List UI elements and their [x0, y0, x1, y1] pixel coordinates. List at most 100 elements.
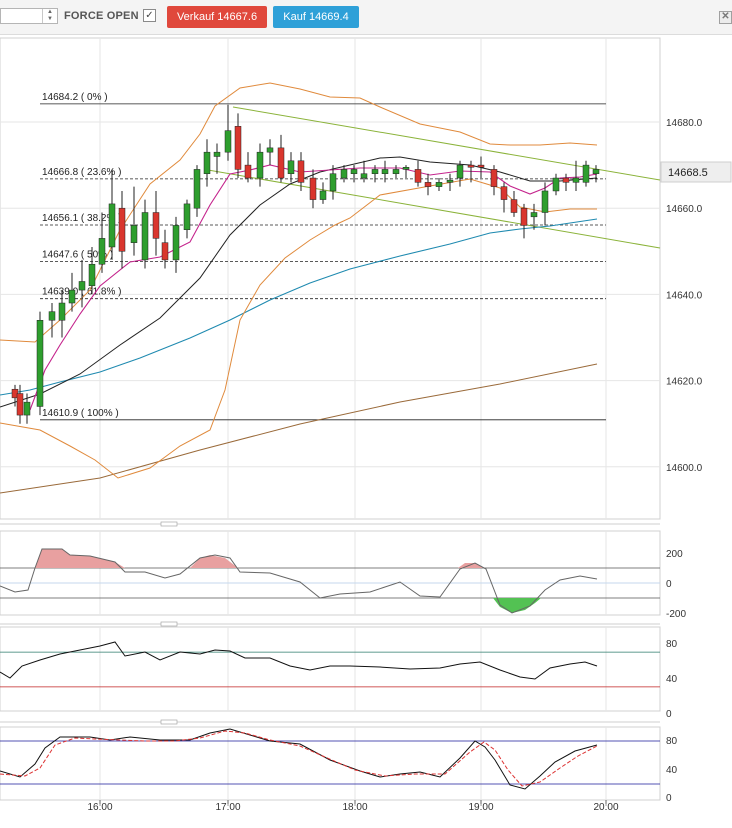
candle-32: [340, 169, 348, 179]
candle-19: [203, 151, 211, 174]
candle-44: [467, 164, 475, 168]
candle-3: [36, 320, 44, 407]
fib-label-2: 14656.1 ( 38.2% ): [42, 213, 122, 224]
candle-29: [309, 177, 317, 200]
ma-slow-line: [0, 363, 598, 494]
rsi-tick-2: 0: [666, 709, 672, 720]
stoch-tick-0: 80: [666, 736, 678, 747]
stoch-k-line: [0, 728, 598, 790]
candle-41: [435, 182, 443, 187]
candle-6: [68, 289, 76, 304]
candle-9: [98, 238, 106, 265]
candle-30: [319, 190, 327, 200]
chart-panel-3: [0, 726, 661, 801]
fib-label-0: 14684.2 ( 0% ): [42, 92, 108, 103]
fib-label-1: 14666.8 ( 23.6% ): [42, 167, 122, 178]
candle-1: [16, 393, 24, 416]
candle-55: [582, 164, 590, 183]
chart-panel-0: [0, 37, 661, 520]
chart-panel-2: [0, 626, 661, 712]
candle-14: [152, 212, 160, 239]
cci-overbought-area-1: [35, 549, 125, 568]
candle-42: [446, 179, 454, 183]
splitter-handle-icon-1: [160, 621, 178, 627]
cci-oversold-area: [493, 598, 541, 613]
candle-20: [213, 151, 221, 157]
stoch-tick-1: 40: [666, 765, 678, 776]
candle-46: [490, 169, 498, 187]
candle-23: [244, 164, 252, 179]
candle-31: [329, 173, 337, 192]
candle-17: [183, 203, 191, 230]
price-tick-3: 14660.0: [666, 204, 703, 215]
candle-16: [172, 225, 180, 261]
candle-22: [234, 126, 242, 170]
candle-35: [371, 169, 379, 174]
candle-2: [23, 401, 31, 416]
candle-27: [287, 160, 295, 174]
candle-39: [414, 169, 422, 183]
buy-button[interactable]: Kauf 14669.4: [273, 6, 359, 28]
current-price-tag: [660, 161, 732, 183]
candle-11: [118, 207, 126, 252]
sell-button[interactable]: Verkauf 14667.6: [167, 6, 267, 28]
candle-18: [193, 169, 201, 209]
time-tick-2: 18:00: [342, 802, 367, 813]
candle-13: [141, 212, 149, 261]
candle-51: [541, 190, 549, 213]
cci-tick-1: 0: [666, 579, 672, 590]
candle-40: [424, 182, 432, 187]
candle-43: [456, 164, 464, 179]
candle-21: [224, 130, 232, 153]
candle-49: [520, 207, 528, 226]
candle-4: [48, 311, 56, 321]
time-tick-1: 17:00: [215, 802, 240, 813]
time-tick-4: 20:00: [593, 802, 618, 813]
candle-26: [277, 147, 285, 179]
stoch-tick-2: 0: [666, 793, 672, 804]
force-open-label: FORCE OPEN: [64, 10, 139, 22]
price-tick-4: 14680.0: [666, 118, 703, 129]
splitter-handle-icon-0: [160, 521, 178, 527]
cci-tick-2: -200: [666, 609, 686, 620]
candle-48: [510, 199, 518, 213]
rsi-tick-0: 80: [666, 639, 678, 650]
candle-28: [297, 160, 305, 183]
trend-channel-lower: [207, 169, 661, 249]
candle-15: [161, 242, 169, 261]
price-tick-1: 14620.0: [666, 377, 703, 388]
candle-52: [552, 177, 560, 192]
candle-25: [266, 147, 274, 153]
trading-toolbar: ▲ ▼ FORCE OPEN ✓ Verkauf 14667.6 Kauf 146…: [0, 0, 732, 35]
candle-37: [392, 169, 400, 174]
splitter-handle-icon-2: [160, 719, 178, 725]
stepper-arrows-icon[interactable]: ▲ ▼: [42, 9, 57, 23]
candle-50: [530, 212, 538, 218]
candle-45: [477, 164, 485, 168]
candle-5: [58, 302, 66, 321]
chart-panel-1: [0, 530, 661, 616]
candle-53: [562, 177, 570, 183]
candle-12: [130, 225, 138, 243]
candle-36: [381, 169, 389, 174]
force-open-checkbox[interactable]: ✓: [143, 9, 156, 22]
ma-long-line: [0, 218, 598, 396]
cci-line: [0, 548, 598, 614]
fib-label-5: 14610.9 ( 100% ): [42, 408, 119, 419]
candle-10: [108, 203, 116, 248]
price-tick-2: 14640.0: [666, 290, 703, 301]
time-tick-3: 19:00: [468, 802, 493, 813]
candle-24: [256, 151, 264, 179]
time-tick-0: 16:00: [87, 802, 112, 813]
candle-33: [350, 169, 358, 174]
quantity-stepper[interactable]: ▲ ▼: [0, 8, 58, 24]
fib-label-3: 14647.6 ( 50% ): [42, 250, 113, 261]
candle-54: [572, 177, 580, 183]
candle-47: [500, 186, 508, 200]
candle-34: [360, 173, 368, 179]
candle-38: [402, 167, 410, 170]
current-price-label: 14668.5: [668, 167, 708, 179]
price-tick-0: 14600.0: [666, 463, 703, 474]
ma-mid-line: [0, 156, 598, 408]
